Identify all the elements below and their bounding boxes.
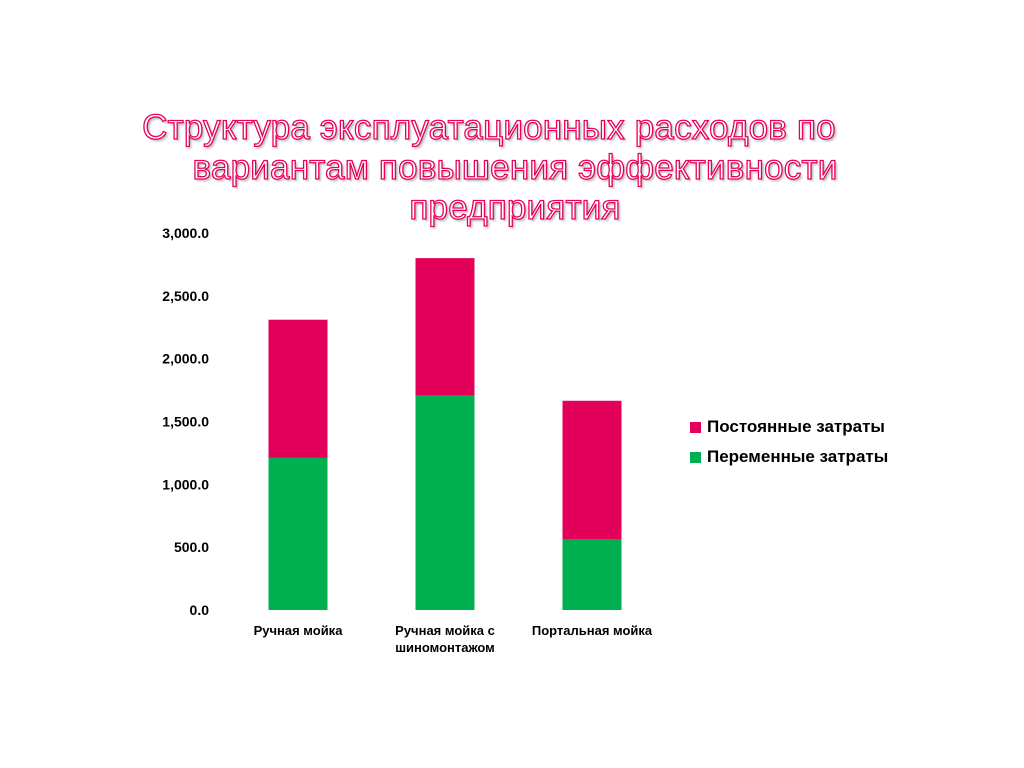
title-line-2: вариантам повышения эффективности — [192, 147, 838, 187]
title-line-1: Структура эксплуатационных расходов по — [142, 107, 837, 147]
x-axis: Ручная мойка Ручная мойка с шиномонтажом По… — [254, 623, 653, 655]
legend-swatch-fixed — [690, 421, 701, 433]
y-tick-label: 0.0 — [190, 602, 210, 618]
title-line-3: предприятия — [409, 187, 621, 227]
bar-fixed-2 — [415, 258, 475, 396]
y-tick-label: 1,500.0 — [162, 414, 209, 430]
y-axis: 0.0 500.0 1,000.0 1,500.0 2,000.0 2,500.0 3,00… — [162, 225, 209, 618]
y-tick-label: 1,000.0 — [162, 476, 209, 492]
legend-swatch-variable — [690, 451, 701, 463]
legend-item-fixed: Постоянные затраты — [690, 412, 888, 442]
y-tick-label: 500.0 — [174, 539, 209, 555]
legend: Постоянные затраты Переменные затраты — [690, 412, 888, 472]
bar-fixed-3 — [562, 400, 622, 539]
y-tick-label: 2,000.0 — [162, 351, 209, 367]
bar-variable-2 — [415, 395, 475, 610]
x-category-label: Портальная мойка — [532, 623, 653, 638]
slide-title: Структура эксплуатационных расходов по в… — [120, 107, 910, 228]
y-tick-label: 3,000.0 — [162, 225, 209, 241]
bar-fixed-1 — [268, 319, 328, 458]
legend-label-variable: Переменные затраты — [707, 447, 889, 466]
bar-variable-3 — [562, 538, 622, 610]
legend-item-variable: Переменные затраты — [690, 442, 888, 472]
x-category-label: Ручная мойка с шиномонтажом — [395, 623, 495, 655]
bars — [268, 258, 622, 610]
bar-variable-1 — [268, 457, 328, 610]
y-tick-label: 2,500.0 — [162, 288, 209, 304]
x-category-label: Ручная мойка — [254, 623, 344, 638]
legend-label-fixed: Постоянные затраты — [707, 417, 885, 436]
